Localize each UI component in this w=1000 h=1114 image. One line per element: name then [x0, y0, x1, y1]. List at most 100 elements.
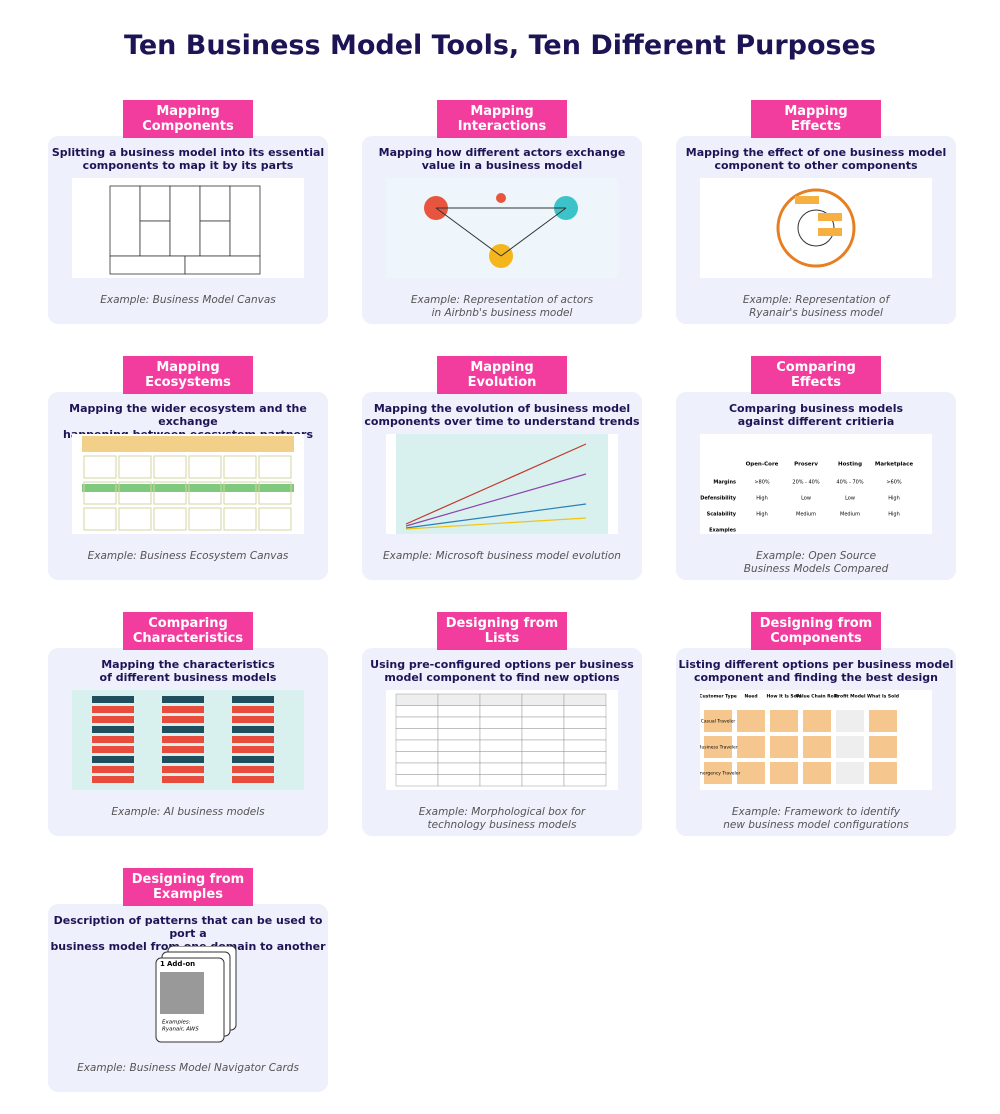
- example-line: Example: Framework to identify: [731, 806, 901, 818]
- column-header: What Is Sold: [867, 694, 899, 700]
- column-header: Hosting: [838, 462, 862, 468]
- cell: [479, 739, 523, 752]
- cell: [479, 693, 523, 706]
- trend: [405, 443, 587, 525]
- tag: Designing from Lists: [437, 612, 567, 650]
- cell: [521, 716, 565, 729]
- example: Example: Business Model Navigator Cards: [48, 1062, 328, 1075]
- tag: Designing from Components: [751, 612, 881, 650]
- description-line: components over time to understand trend…: [364, 415, 640, 428]
- canvas-block: [199, 185, 231, 222]
- chip: [92, 756, 134, 763]
- cell: [437, 705, 481, 718]
- band-mid: [82, 484, 294, 492]
- chip: [232, 736, 274, 743]
- chip: [162, 766, 204, 773]
- tag-line: Examples: [153, 887, 223, 902]
- example: Example: Morphological box for technology…: [362, 806, 642, 832]
- cell: [118, 481, 152, 505]
- description-line: component to other components: [714, 159, 918, 172]
- row-label: Examples: [709, 528, 736, 534]
- tag-line: Effects: [791, 375, 841, 390]
- example-line: Example: AI business models: [111, 806, 265, 818]
- column-header: Proserv: [794, 462, 818, 468]
- chip: [162, 756, 204, 763]
- example: Example: Open Source Business Models Comp…: [676, 550, 956, 576]
- cell: [395, 693, 439, 706]
- cell: Low: [845, 496, 855, 502]
- chip: [232, 706, 274, 713]
- tag-line: Characteristics: [132, 631, 244, 646]
- tag-line: Evolution: [467, 375, 537, 390]
- option: [803, 710, 831, 732]
- option: [737, 762, 765, 784]
- option: [869, 710, 897, 732]
- column-header: Profit Model: [834, 694, 866, 700]
- chip: [162, 746, 204, 753]
- tag-line: Components: [770, 631, 862, 646]
- chip: [162, 696, 204, 703]
- cell: [521, 751, 565, 764]
- figure-drawing: [395, 693, 607, 787]
- chip: [162, 776, 204, 783]
- description: Splitting a business model into its esse…: [48, 146, 328, 172]
- description-line: Listing different options per business m…: [678, 658, 954, 671]
- description-line: component and finding the best design: [693, 671, 938, 684]
- cell: [563, 762, 607, 775]
- card-examples: Ryanair, AWS: [162, 1027, 199, 1033]
- actor: [496, 193, 506, 203]
- cell: [437, 751, 481, 764]
- description-line: Description of patterns that can be used…: [53, 914, 323, 940]
- option-label: Emergency Traveler: [700, 771, 741, 777]
- tag-line: Mapping: [784, 104, 848, 119]
- chip: [92, 766, 134, 773]
- cell: High: [756, 496, 768, 502]
- figure-drawing: [82, 436, 294, 531]
- description: Mapping the evolution of business model c…: [362, 402, 642, 428]
- cell: [437, 762, 481, 775]
- flow: [500, 207, 567, 257]
- description: Using pre-configured options per busines…: [362, 658, 642, 684]
- figure: Customer Type Need How It Is Sold Value Cha…: [696, 690, 932, 790]
- description-line: Comparing business models: [728, 402, 904, 415]
- example-line: Example: Business Model Navigator Cards: [77, 1062, 299, 1074]
- chip: [92, 746, 134, 753]
- description-line: Splitting a business model into its esse…: [51, 146, 325, 159]
- cell: [479, 774, 523, 787]
- chip: [92, 716, 134, 723]
- description: Listing different options per business m…: [676, 658, 956, 684]
- cell: 20% - 40%: [792, 480, 819, 486]
- chip: [232, 776, 274, 783]
- tag-line: Comparing: [148, 616, 228, 631]
- example-line: Example: Representation of: [742, 294, 890, 306]
- card-examples: Examples:: [162, 1020, 191, 1026]
- loop: [776, 188, 856, 268]
- row-label: Scalability: [707, 512, 737, 518]
- description-line: Using pre-configured options per busines…: [370, 658, 634, 671]
- tag-line: Designing from: [759, 616, 873, 631]
- example-line: new business model configurations: [723, 819, 909, 831]
- box: [818, 213, 842, 221]
- cell: [479, 751, 523, 764]
- cell: [258, 481, 292, 505]
- bg: [396, 434, 608, 534]
- tag-line: Interactions: [457, 119, 547, 134]
- canvas-block: [229, 185, 261, 257]
- example: Example: Representation of Ryanair's busi…: [676, 294, 956, 320]
- flow: [435, 207, 502, 257]
- example-line: Ryanair's business model: [749, 307, 883, 319]
- cell: High: [888, 496, 900, 502]
- tag: Mapping Ecosystems: [123, 356, 253, 394]
- option: [770, 736, 798, 758]
- cell: [479, 728, 523, 741]
- option: [704, 762, 732, 784]
- option: [704, 736, 732, 758]
- figure: [700, 178, 932, 278]
- card-number: 1: [160, 960, 165, 968]
- description-line: Mapping how different actors exchange: [378, 146, 626, 159]
- cell: [437, 774, 481, 787]
- column-header: Open-Core: [746, 462, 779, 468]
- option: [770, 762, 798, 784]
- option-label: Business Traveler: [700, 745, 738, 751]
- tag-line: Mapping: [470, 360, 534, 375]
